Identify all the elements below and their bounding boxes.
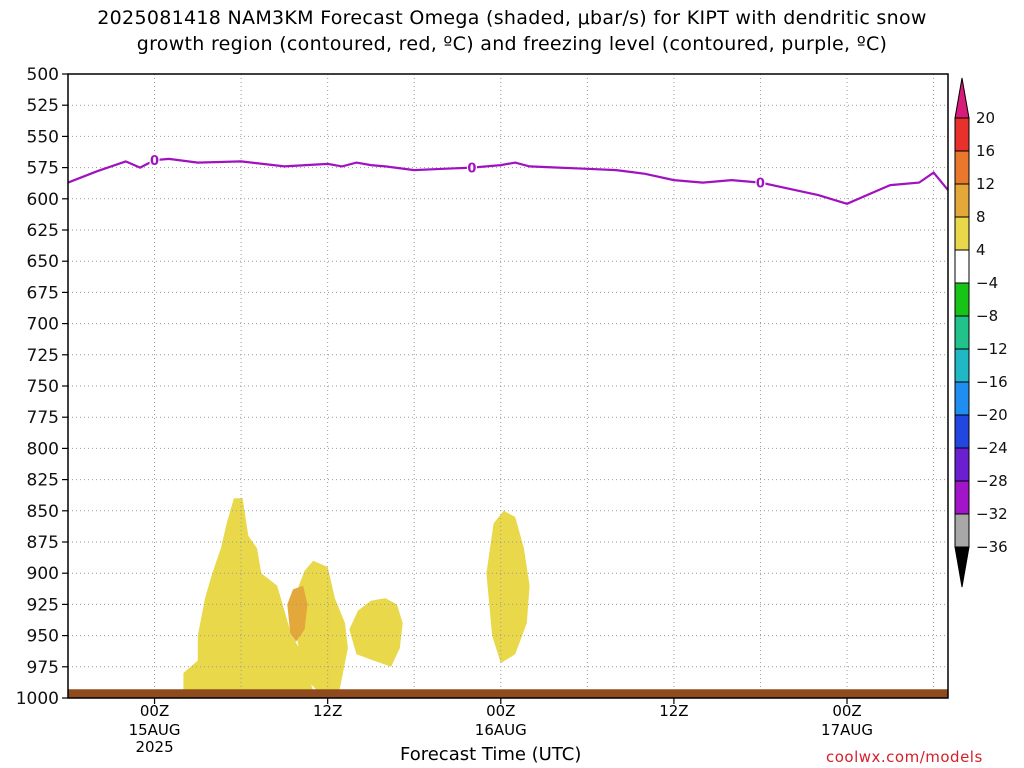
colorbar-segment <box>954 216 970 251</box>
x-tick-label: 17AUG <box>821 721 873 739</box>
colorbar-label: 8 <box>976 208 986 226</box>
x-tick-label: 2025 <box>135 738 174 756</box>
colorbar-segment <box>954 249 970 284</box>
freezing-level-contour: 0 0 0 <box>68 153 948 205</box>
y-tick-label: 925 <box>27 595 59 615</box>
y-tick-label: 825 <box>27 471 59 491</box>
terrain <box>68 689 948 698</box>
y-tick-label: 700 <box>27 315 59 335</box>
colorbar-label: −28 <box>976 472 1008 490</box>
omega-shaded-field <box>183 498 530 698</box>
omega-region <box>183 498 328 698</box>
color-bar: 20 16 12 8 4 −4 −8 −12 −16 −20 −24 −28 −32 −36 <box>954 77 1008 588</box>
y-tick-label: 500 <box>27 65 59 85</box>
colorbar-label: −16 <box>976 373 1008 391</box>
colorbar-label: −12 <box>976 340 1008 358</box>
x-tick-label: 00Z <box>832 702 862 720</box>
y-tick-label: 575 <box>27 159 59 179</box>
y-tick-label: 625 <box>27 221 59 241</box>
y-axis: 500 525 550 575 600 625 650 675 700 725 750 775 800 8… <box>16 65 68 709</box>
y-tick-label: 750 <box>27 377 59 397</box>
y-tick-label: 800 <box>27 439 59 459</box>
colorbar-segment <box>954 480 970 515</box>
colorbar-segment <box>954 381 970 416</box>
y-tick-label: 550 <box>27 127 59 147</box>
colorbar-segment <box>954 315 970 350</box>
colorbar-label: −24 <box>976 439 1008 457</box>
contour-label-bg <box>149 153 160 168</box>
x-tick-label: 00Z <box>139 702 170 720</box>
y-tick-label: 600 <box>27 190 59 210</box>
grid-lines <box>68 74 948 698</box>
freezing-level-label: 0 <box>756 177 765 192</box>
y-tick-label: 725 <box>27 346 59 366</box>
y-tick-label: 650 <box>27 252 59 272</box>
x-tick-label: 12Z <box>312 702 343 720</box>
colorbar-label: −20 <box>976 406 1008 424</box>
colorbar-top-arrow <box>954 77 970 119</box>
colorbar-label: −32 <box>976 505 1008 523</box>
x-tick-label: 15AUG <box>128 721 181 739</box>
colorbar-segment <box>954 513 970 548</box>
omega-region <box>287 585 308 642</box>
chart-title-line-1: 2025081418 NAM3KM Forecast Omega (shaded… <box>97 7 927 29</box>
y-tick-label: 525 <box>27 96 59 116</box>
y-tick-label: 775 <box>27 408 59 428</box>
y-tick-label: 900 <box>27 564 59 584</box>
x-tick-label: 12Z <box>659 702 689 720</box>
y-tick-label: 675 <box>27 283 59 303</box>
freezing-level-label: 0 <box>467 162 476 177</box>
y-tick-label: 950 <box>27 627 59 647</box>
colorbar-bottom-arrow <box>954 546 970 588</box>
omega-region <box>349 598 403 667</box>
colorbar-label: 12 <box>976 175 995 193</box>
colorbar-segment <box>954 183 970 218</box>
colorbar-label: 16 <box>976 142 995 160</box>
freezing-level-line <box>68 157 948 205</box>
y-tick-label: 1000 <box>16 689 59 709</box>
colorbar-label: 20 <box>976 109 995 127</box>
colorbar-segment <box>954 282 970 317</box>
omega-region <box>291 560 348 698</box>
x-tick-label: 16AUG <box>474 721 527 739</box>
contour-label-bg <box>755 175 766 190</box>
credit-link[interactable]: coolwx.com/models <box>826 748 983 766</box>
colorbar-label: −8 <box>976 307 998 325</box>
colorbar-segment <box>954 117 970 152</box>
y-tick-label: 975 <box>27 658 59 678</box>
x-tick-label: 00Z <box>486 702 516 720</box>
omega-region <box>486 510 530 664</box>
y-tick-label: 850 <box>27 502 59 522</box>
colorbar-label: 4 <box>976 241 986 259</box>
x-axis-ticks <box>153 698 848 704</box>
chart-title-line-2: growth region (contoured, red, ºC) and f… <box>136 33 888 55</box>
colorbar-segment <box>954 447 970 482</box>
colorbar-label: −4 <box>976 274 998 292</box>
colorbar-segment <box>954 150 970 185</box>
colorbar-segment <box>954 414 970 449</box>
freezing-level-label: 0 <box>150 154 159 169</box>
terrain-band <box>68 689 948 698</box>
x-axis-title: Forecast Time (UTC) <box>400 744 582 765</box>
colorbar-segment <box>954 348 970 383</box>
colorbar-label: −36 <box>976 538 1008 556</box>
contour-label-bg <box>466 160 477 175</box>
y-tick-label: 875 <box>27 533 59 553</box>
